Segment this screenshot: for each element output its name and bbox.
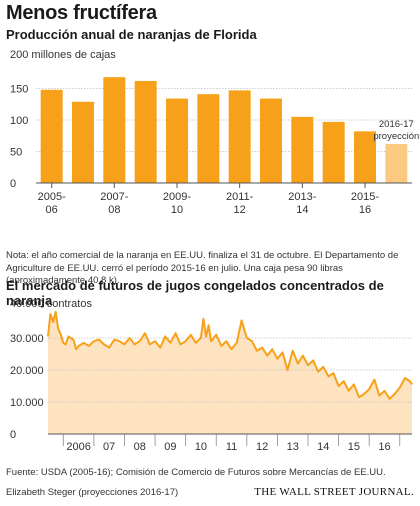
- y-tick-label: 0: [10, 178, 16, 190]
- x-tick-label: 16: [378, 441, 390, 453]
- y-tick-label: 20.000: [10, 365, 44, 377]
- bar: [260, 98, 282, 183]
- x-tick-label: 14: [317, 441, 329, 453]
- x-tick-label: 2015-: [351, 191, 379, 203]
- y-tick-label: 0: [10, 429, 16, 441]
- bar: [197, 94, 220, 183]
- x-tick-label: 06: [46, 204, 58, 216]
- x-tick-label: 08: [134, 441, 146, 453]
- projection-annotation: 2016-17: [379, 119, 414, 130]
- y-unit-label: 200 millones de cajas: [10, 49, 116, 61]
- x-tick-label: 14: [296, 204, 308, 216]
- bar: [134, 80, 157, 183]
- x-tick-label: 2009-: [163, 191, 191, 203]
- chart-note: Nota: el año comercial de la naranja en …: [6, 250, 399, 286]
- x-tick-label: 2007-: [100, 191, 128, 203]
- series-line: [47, 310, 413, 400]
- projection-bar: [385, 143, 408, 183]
- x-tick-label: 10: [195, 441, 207, 453]
- projection-annotation: proyección: [373, 131, 419, 142]
- y-tick-label: 10.000: [10, 397, 44, 409]
- y-tick-label: 100: [10, 115, 28, 127]
- x-tick-label: 2005-: [38, 191, 66, 203]
- bar: [322, 121, 345, 183]
- bar: [228, 90, 251, 183]
- bar: [291, 116, 314, 183]
- publisher-logo: THE WALL STREET JOURNAL.: [254, 486, 414, 498]
- bar-chart: 200 millones de cajas 0 50 100 150 2005-06 200…: [10, 49, 419, 216]
- x-tick-label: 09: [164, 441, 176, 453]
- y-tick-label: 50: [10, 147, 22, 159]
- y-tick-label: 150: [10, 84, 28, 96]
- x-tick-label: 2013-: [288, 191, 316, 203]
- x-tick-label: 10: [171, 204, 183, 216]
- bar: [40, 89, 63, 183]
- bar: [72, 101, 94, 183]
- source-note: Fuente: USDA (2005-16); Comisión de Come…: [6, 467, 386, 478]
- area-chart: 40.000 contratos 0 10.000 20.000 30.000 2006 0…: [10, 298, 413, 453]
- x-tick-label: 2006: [66, 441, 90, 453]
- x-tick-label: 12: [234, 204, 246, 216]
- credit-note: Elizabeth Steger (proyecciones 2016-17): [6, 487, 179, 498]
- area-fill: [48, 311, 412, 434]
- y-tick-label: 30.000: [10, 333, 44, 345]
- x-tick-label: 12: [256, 441, 268, 453]
- y-unit-label: 40.000 contratos: [10, 298, 92, 310]
- bar: [103, 77, 126, 183]
- x-tick-label: 07: [103, 441, 115, 453]
- bar: [354, 131, 376, 183]
- x-tick-label: 08: [108, 204, 120, 216]
- x-tick-label: 15: [348, 441, 360, 453]
- x-tick-label: 11: [226, 441, 237, 453]
- bar: [166, 98, 188, 183]
- area-chart-title: El mercado de futuros de jugos congelado…: [6, 278, 384, 308]
- x-tick-label: 2011-: [226, 191, 254, 203]
- x-tick-label: 16: [359, 204, 371, 216]
- page-title: Menos fructífera: [6, 2, 157, 24]
- x-tick-label: 13: [287, 441, 299, 453]
- bar-chart-title: Producción anual de naranjas de Florida: [6, 27, 257, 42]
